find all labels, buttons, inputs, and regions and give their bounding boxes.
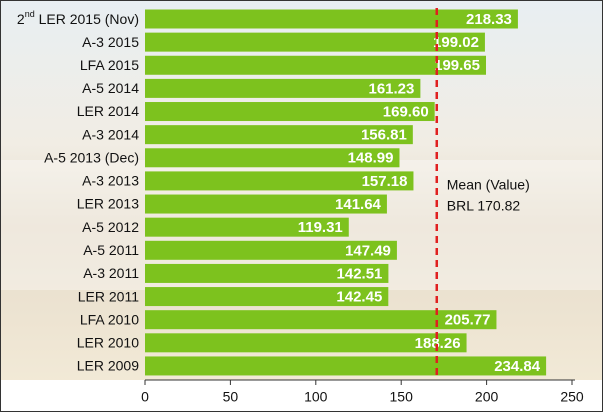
bar bbox=[145, 102, 435, 122]
bar bbox=[145, 9, 518, 29]
bar bbox=[145, 32, 485, 52]
y-tick-label: A-5 2012 bbox=[82, 219, 139, 235]
bar bbox=[145, 194, 387, 214]
bar bbox=[145, 171, 414, 191]
value-label: 188.26 bbox=[415, 335, 461, 352]
y-tick-label: LER 2010 bbox=[77, 335, 139, 351]
x-tick-label: 250 bbox=[560, 389, 584, 405]
bar bbox=[145, 287, 389, 307]
y-tick-label: LFA 2015 bbox=[80, 57, 139, 73]
y-tick-label: LER 2009 bbox=[77, 358, 139, 374]
value-label: 141.64 bbox=[335, 196, 382, 213]
y-tick-label: A-3 2013 bbox=[82, 173, 139, 189]
y-tick-label: LFA 2010 bbox=[80, 311, 139, 327]
axis-panel bbox=[0, 380, 603, 412]
value-label: 218.33 bbox=[466, 11, 512, 28]
y-tick-label: A-5 2014 bbox=[82, 80, 139, 96]
value-label: 234.84 bbox=[494, 358, 541, 375]
value-label: 148.99 bbox=[348, 150, 394, 167]
value-label: 199.65 bbox=[434, 57, 480, 74]
y-tick-label: LER 2011 bbox=[78, 288, 139, 304]
value-label: 199.02 bbox=[433, 34, 479, 51]
bar bbox=[145, 310, 497, 330]
y-tick-label: LER 2013 bbox=[77, 196, 139, 212]
y-tick-label: A-3 2014 bbox=[82, 126, 139, 142]
x-tick-label: 200 bbox=[475, 389, 499, 405]
value-label: 142.51 bbox=[337, 265, 383, 282]
value-label: 169.60 bbox=[383, 103, 429, 120]
bar bbox=[145, 55, 487, 75]
bar bbox=[145, 240, 397, 260]
bar bbox=[145, 263, 389, 283]
y-tick-label: A-3 2011 bbox=[83, 265, 139, 281]
bar bbox=[145, 217, 349, 237]
x-tick-label: 150 bbox=[390, 389, 414, 405]
annotation: Mean (Value) bbox=[447, 177, 530, 193]
y-tick-label: 2nd LER 2015 (Nov) bbox=[17, 9, 139, 26]
bar bbox=[145, 78, 421, 98]
value-label: 157.18 bbox=[362, 173, 408, 190]
value-label: 205.77 bbox=[445, 312, 491, 329]
y-tick-label: A-5 2011 bbox=[83, 242, 139, 258]
annotation: BRL 170.82 bbox=[447, 198, 521, 214]
bar bbox=[145, 333, 467, 353]
value-label: 119.31 bbox=[298, 219, 343, 236]
y-tick-label: A-5 2013 (Dec) bbox=[44, 149, 139, 165]
y-tick-label: LER 2014 bbox=[77, 103, 139, 119]
value-label: 156.81 bbox=[361, 127, 407, 144]
bar bbox=[145, 125, 413, 145]
bar bbox=[145, 148, 400, 168]
value-label: 142.45 bbox=[336, 289, 382, 306]
y-tick-label: A-3 2015 bbox=[82, 34, 139, 50]
value-label: 161.23 bbox=[368, 80, 414, 97]
value-label: 147.49 bbox=[345, 242, 391, 259]
x-tick-label: 50 bbox=[223, 389, 239, 405]
x-tick-label: 100 bbox=[304, 389, 328, 405]
bar bbox=[145, 356, 547, 376]
x-tick-label: 0 bbox=[141, 389, 149, 405]
